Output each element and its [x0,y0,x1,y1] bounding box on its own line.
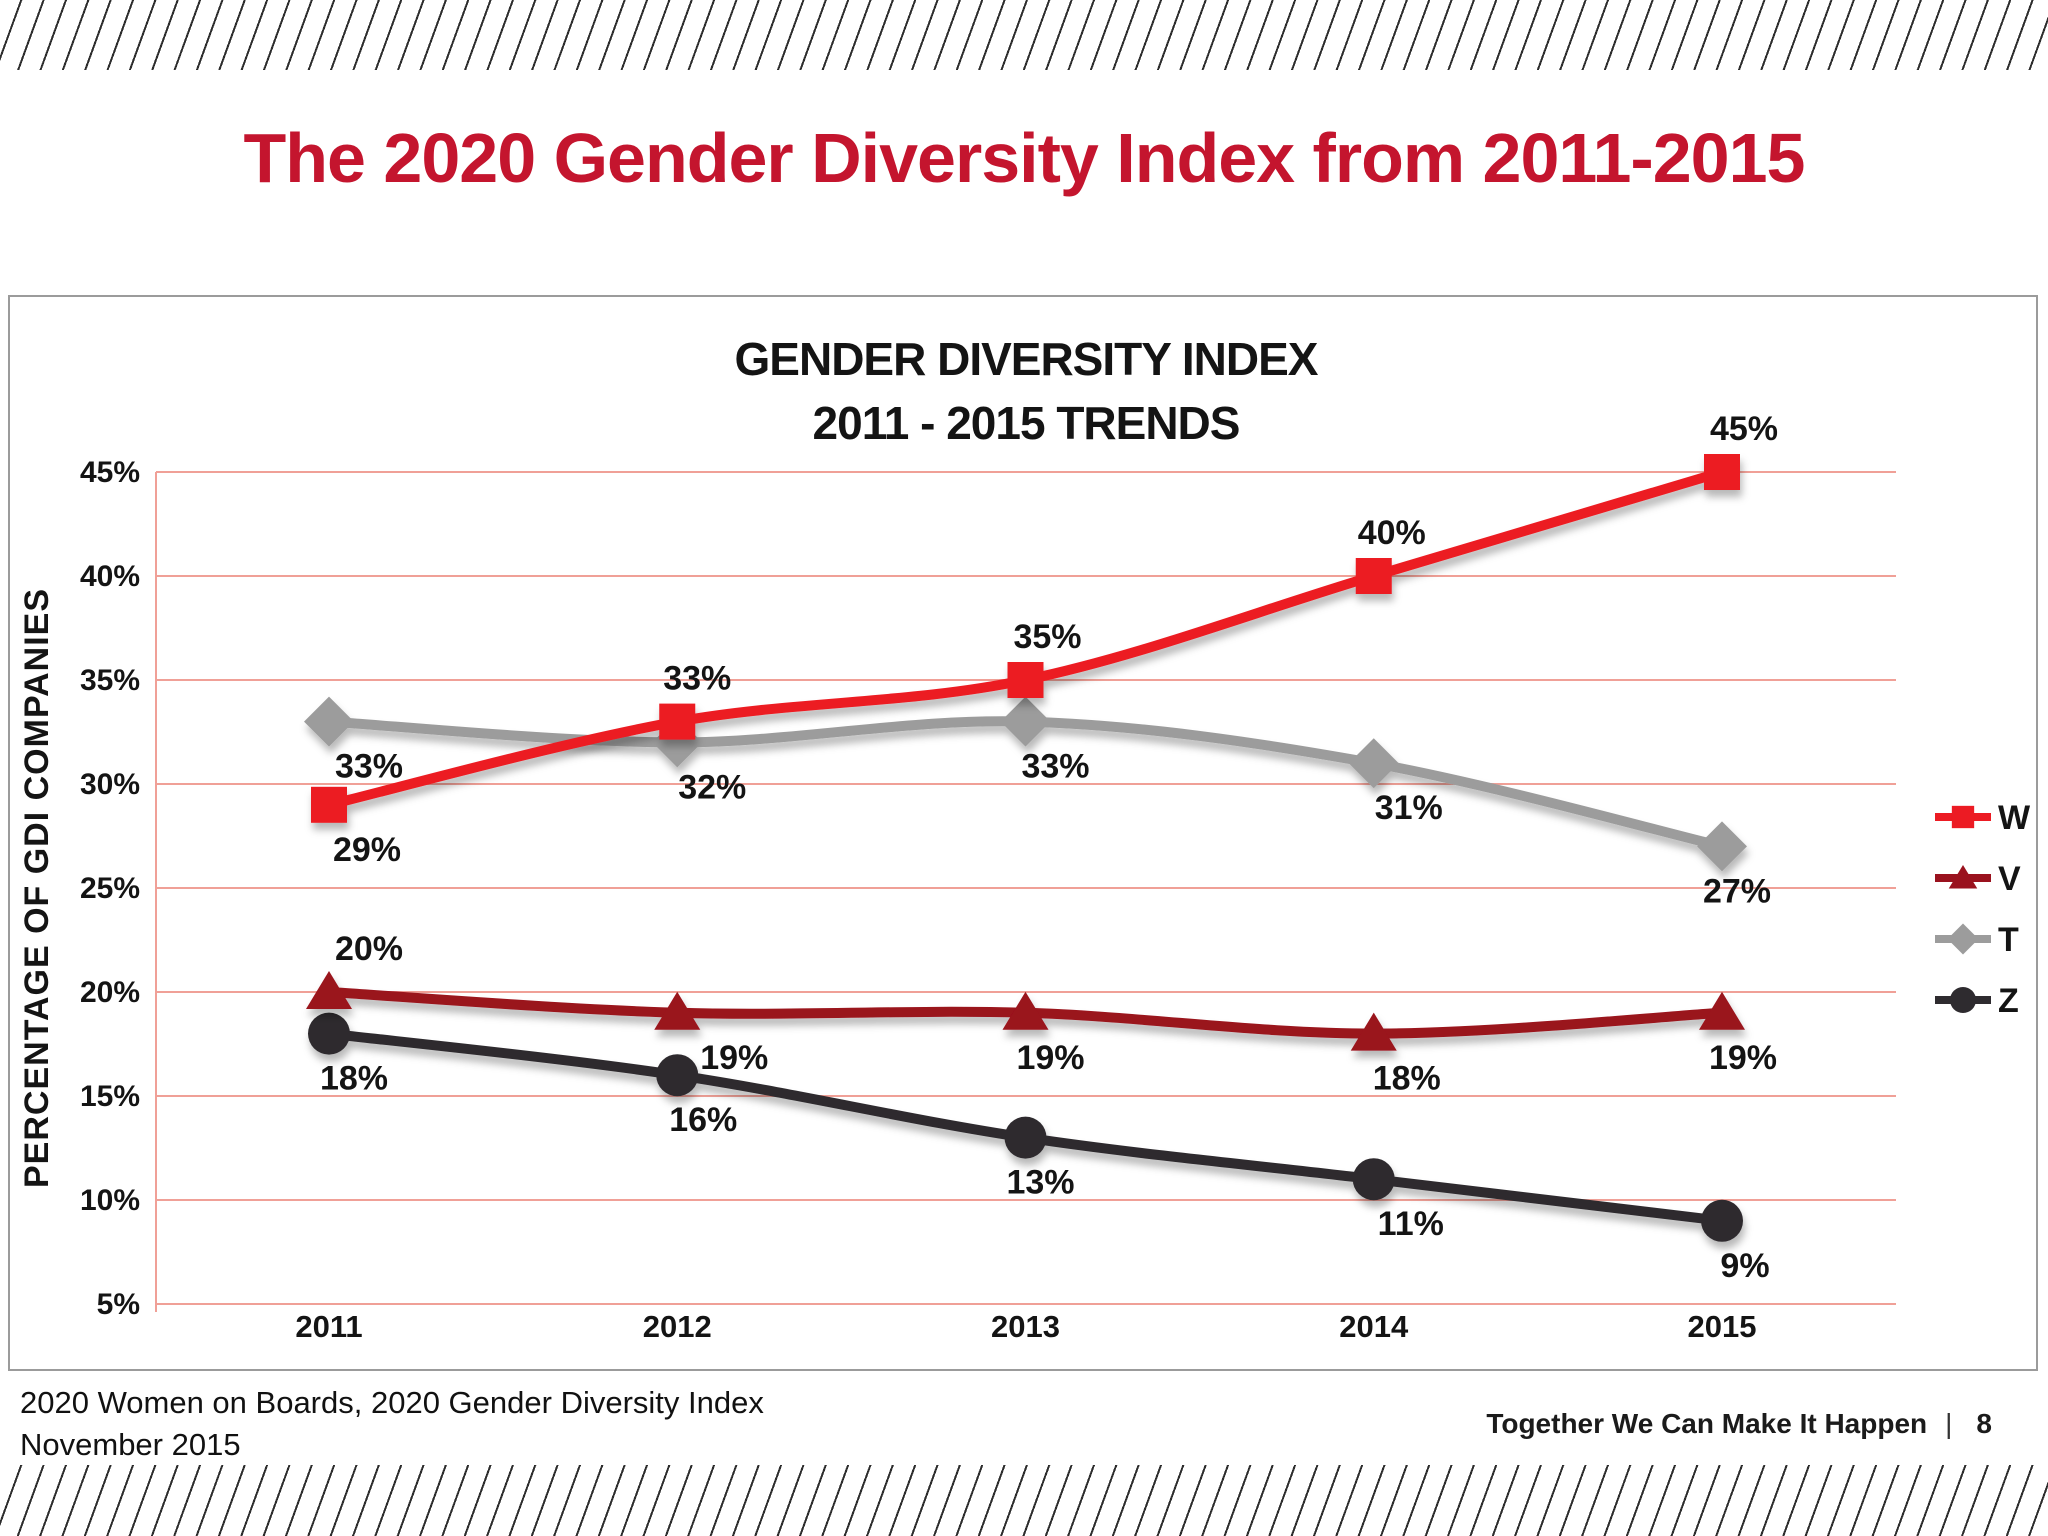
data-label-T-2012: 32% [678,768,746,806]
x-tick-label: 2013 [991,1309,1060,1344]
legend-item-V: V [1935,860,2021,898]
source-note-line1: 2020 Women on Boards, 2020 Gender Divers… [20,1385,764,1420]
legend-item-W: W [1935,799,2031,837]
footer-separator: | [1945,1408,1953,1439]
y-tick-label: 40% [80,560,140,593]
series-W-marker [1007,662,1044,698]
legend-triangle-marker [1948,864,1978,889]
series-W-marker [659,703,696,740]
data-label-V-2014: 18% [1373,1060,1441,1098]
x-tick-label: 2015 [1688,1309,1757,1344]
legend-label-V: V [1998,860,2021,898]
data-label-Z-2014: 11% [1378,1205,1444,1243]
y-tick-label: 10% [80,1184,140,1217]
data-label-T-2011: 33% [335,748,403,786]
series-T-marker [304,696,354,747]
x-tick-label: 2014 [1339,1309,1409,1344]
top-hatch-border [0,0,2048,70]
series-T-marker [1697,821,1747,872]
series-Z [308,1012,1743,1242]
series-Z-marker [1004,1116,1047,1159]
y-tick-label: 5% [97,1288,140,1321]
y-tick-label: 30% [80,768,140,801]
y-tick-label: 15% [80,1080,140,1113]
series-Z-marker [308,1012,350,1055]
series-W-marker [1355,558,1392,594]
y-axis-title: PERCENTAGE OF GDI COMPANIES [18,588,56,1188]
slide-footer: Together We Can Make It Happen | 8 [1486,1408,1992,1440]
series-V-marker [1002,991,1049,1030]
series-V-marker [1350,1012,1397,1051]
series-W-marker [1704,454,1740,490]
data-label-V-2012: 19% [700,1039,768,1077]
legend-diamond-marker [1947,923,1979,955]
legend-label-Z: Z [1998,982,2019,1020]
legend-item-Z: Z [1935,982,2019,1020]
series-W-marker [311,786,347,823]
series-V [306,971,1745,1051]
y-tick-label: 20% [80,976,140,1009]
data-label-W-2011: 29% [333,831,401,869]
data-label-T-2014: 31% [1375,789,1443,827]
data-label-Z-2015: 9% [1720,1247,1769,1285]
legend-label-T: T [1998,921,2019,959]
y-tick-label: 45% [80,456,140,489]
data-label-Z-2012: 16% [669,1101,737,1139]
page-number: 8 [1976,1408,1992,1439]
data-label-T-2013: 33% [1021,748,1089,786]
legend-item-T: T [1935,921,2019,959]
data-label-W-2014: 40% [1358,514,1426,552]
data-label-V-2015: 19% [1709,1039,1777,1077]
series-W [311,454,1740,823]
gdi-trends-line-chart: 45% 40% 35% 30% 25% 20% 15% 10% 5% 2011 2012 2013 20… [18,333,2031,1344]
data-label-T-2015: 27% [1703,872,1771,910]
series-V-marker [1699,991,1745,1030]
x-tick-label: 2011 [295,1309,362,1344]
x-tick-label: 2012 [643,1309,712,1344]
data-label-W-2012: 33% [663,660,731,698]
slide-title: The 2020 Gender Diversity Index from 201… [243,119,1806,197]
data-label-W-2015: 45% [1710,410,1778,448]
series-T-marker [1000,696,1051,747]
series-T-marker [1348,738,1399,789]
bottom-hatch-border [0,1465,2048,1536]
source-note-line2: November 2015 [20,1427,241,1462]
legend-label-W: W [1998,799,2031,837]
series-V-marker [654,991,701,1030]
data-label-V-2013: 19% [1016,1039,1084,1077]
data-label-W-2013: 35% [1013,618,1081,656]
data-label-V-2011: 20% [335,930,403,968]
series-V-marker [306,971,352,1009]
series-Z-marker [1352,1158,1395,1201]
series-Z-marker [656,1054,699,1097]
source-note: 2020 Women on Boards, 2020 Gender Divers… [20,1382,764,1466]
chart-title-line2: 2011 - 2015 TRENDS [813,397,1240,449]
series-Z-marker [1701,1199,1743,1242]
legend-square-marker [1951,805,1975,829]
y-tick-label: 25% [80,872,140,905]
data-label-Z-2011: 18% [320,1060,388,1098]
legend-circle-marker [1949,986,1977,1014]
footer-tagline: Together We Can Make It Happen [1486,1408,1928,1439]
chart-panel: 45% 40% 35% 30% 25% 20% 15% 10% 5% 2011 2012 2013 20… [8,295,2038,1371]
chart-title-line1: GENDER DIVERSITY INDEX [735,333,1319,385]
data-label-Z-2013: 13% [1006,1164,1074,1202]
y-tick-label: 35% [80,664,140,697]
